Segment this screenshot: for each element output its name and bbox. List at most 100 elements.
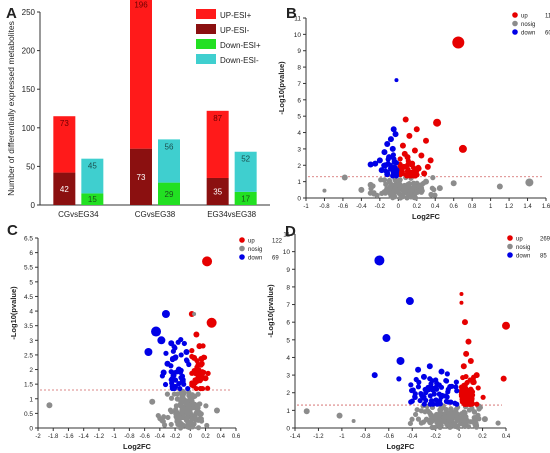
point-down — [421, 401, 427, 407]
volcano-y-tick-label: 3 — [29, 338, 33, 345]
point-up — [424, 163, 431, 170]
point-nosig — [450, 180, 457, 187]
volcano-x-tick-label: 0 — [397, 204, 401, 210]
volcano-x-tick-label: -0.8 — [360, 434, 371, 440]
volcano-x-tick-label: 0.6 — [450, 204, 459, 210]
point-down — [157, 336, 166, 345]
panel-label-c: C — [7, 222, 18, 239]
bar-up-esi-pos — [53, 116, 76, 173]
point-up — [459, 291, 464, 296]
volcano-y-tick-label: 3 — [286, 373, 290, 380]
point-nosig — [412, 411, 419, 418]
volcano-y-tick-label: 5 — [297, 114, 301, 121]
point-nosig — [397, 192, 404, 198]
legend-marker — [512, 20, 518, 27]
point-up — [475, 385, 481, 391]
point-nosig — [177, 411, 183, 417]
bar-label-up-esi-neg: 42 — [60, 185, 69, 194]
bar-down-esi-pos — [158, 182, 180, 205]
volcano-x-tick-label: -0.4 — [356, 204, 367, 210]
legend-label: up — [248, 238, 255, 244]
volcano-x-tick-label: 0 — [189, 434, 193, 440]
point-nosig — [465, 423, 472, 430]
point-down — [431, 391, 437, 397]
volcano-y-axis-label: -Log10(pvalue) — [9, 286, 18, 340]
volcano-x-tick-label: -0.4 — [407, 434, 418, 440]
point-nosig — [444, 421, 450, 428]
panel-label-b: B — [286, 5, 297, 22]
volcano-y-tick-label: 6 — [286, 320, 290, 327]
point-nosig — [192, 393, 198, 399]
legend-label: UP-ESI+ — [220, 11, 252, 20]
point-down — [396, 376, 402, 382]
point-nosig — [161, 422, 168, 428]
volcano-y-tick-label: 8 — [297, 65, 301, 72]
volcano-y-tick-label: 4 — [297, 130, 301, 137]
legend-label: nosig — [521, 22, 535, 28]
point-up — [191, 379, 198, 386]
legend-marker — [239, 245, 245, 252]
point-down — [161, 310, 170, 318]
point-nosig — [379, 190, 385, 197]
point-down — [178, 336, 184, 343]
point-nosig — [462, 423, 468, 429]
point-nosig — [358, 186, 365, 193]
volcano-y-tick-label: 2 — [286, 390, 290, 397]
volcano-x-tick-label: 1.4 — [523, 204, 532, 210]
point-up — [452, 36, 465, 49]
point-nosig — [186, 402, 193, 408]
point-nosig — [179, 394, 185, 401]
bar-y-tick-label: 250 — [22, 8, 36, 17]
volcano-x-tick-label: 0.4 — [217, 434, 226, 440]
point-down — [454, 388, 460, 394]
point-up — [458, 144, 467, 153]
point-nosig — [443, 406, 449, 412]
legend-label: nosig — [248, 247, 262, 253]
point-down — [164, 360, 171, 367]
point-down — [367, 161, 374, 168]
point-down — [393, 167, 400, 174]
volcano-x-tick-label: -0.2 — [430, 434, 441, 440]
volcano-y-tick-label: 11 — [283, 232, 290, 239]
point-down — [389, 145, 396, 152]
point-nosig — [322, 188, 327, 193]
point-up — [458, 392, 465, 398]
point-up — [202, 256, 213, 267]
point-down — [439, 392, 445, 399]
point-down — [419, 393, 425, 399]
volcano-y-axis-label: -Log10(pvalue) — [277, 61, 286, 115]
point-nosig — [204, 422, 210, 429]
point-nosig — [437, 424, 443, 431]
point-down — [426, 363, 433, 370]
volcano-y-tick-label: 6 — [29, 250, 33, 257]
point-nosig — [177, 415, 184, 421]
bar-y-tick-label: 0 — [31, 201, 36, 210]
bar-up-esi-neg — [206, 177, 229, 205]
point-up — [461, 319, 468, 326]
volcano-y-tick-label: 1 — [29, 396, 33, 403]
volcano-y-tick-label: 9 — [297, 48, 301, 55]
point-down — [412, 394, 418, 400]
point-up — [399, 142, 406, 149]
point-down — [394, 78, 399, 83]
point-up — [190, 370, 196, 376]
point-down — [371, 372, 378, 379]
point-down — [417, 397, 423, 404]
point-down — [178, 352, 184, 358]
point-nosig — [336, 412, 343, 419]
bar-y-tick-label: 50 — [26, 162, 35, 171]
point-nosig — [430, 175, 436, 181]
point-nosig — [381, 177, 388, 183]
point-nosig — [473, 414, 479, 421]
point-nosig — [165, 414, 171, 421]
point-down — [453, 384, 459, 390]
point-down — [454, 401, 460, 407]
point-nosig — [432, 424, 438, 431]
point-down — [382, 162, 389, 169]
legend-label: down — [516, 253, 530, 259]
volcano-y-tick-label: 5 — [286, 337, 290, 344]
volcano-x-tick-label: -1 — [303, 204, 309, 210]
bar-up-esi-neg — [130, 148, 152, 205]
point-up — [423, 137, 429, 144]
legend-marker — [239, 254, 245, 260]
